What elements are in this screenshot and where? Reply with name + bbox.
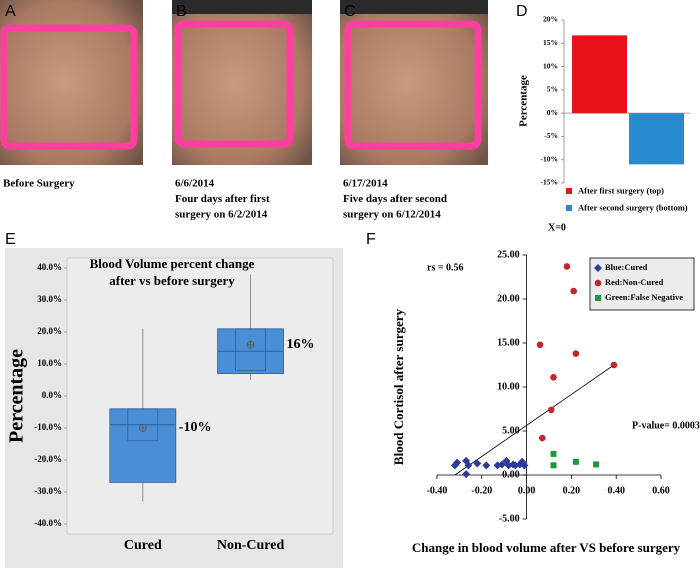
legend-swatch [566, 188, 572, 194]
legend-label: After first surgery (top) [578, 185, 664, 195]
photo-b [172, 0, 312, 165]
point [520, 461, 529, 470]
y-tick-label: -15% [541, 178, 559, 187]
y-tick-label: 0.0% [42, 390, 62, 400]
y-tick-label: 15% [543, 38, 558, 47]
point [610, 361, 618, 369]
point [538, 434, 546, 442]
x-tick-label: -0.40 [427, 485, 448, 496]
y-tick-label: 5% [547, 85, 558, 94]
y-tick-label: 40.0% [37, 262, 62, 272]
x-tick-label: 0.60 [652, 485, 670, 496]
y-tick-label: 0% [547, 108, 558, 117]
y-tick-label: -30.0% [34, 486, 62, 496]
chart-title: after vs before surgery [109, 273, 235, 288]
legend-label: After second surgery (bottom) [578, 202, 688, 212]
point [593, 461, 600, 468]
x-tick-label: 0.40 [607, 485, 625, 496]
y-tick-label: -10% [541, 154, 559, 163]
y-tick-label: 10% [543, 61, 558, 70]
point [536, 341, 544, 349]
box [109, 408, 177, 483]
panel-letter: A [5, 3, 16, 20]
photo-a [0, 0, 143, 165]
mean-marker-cross [139, 424, 147, 432]
legend-swatch [594, 279, 602, 287]
y-tick-label: 10.00 [497, 381, 520, 392]
photo-caption: 6/6/2014 [175, 178, 215, 190]
y-tick-label: 10.0% [37, 358, 62, 368]
legend-swatch [595, 295, 601, 301]
legend-label: Blue:Cured [605, 262, 648, 272]
y-tick-label: 20.0% [37, 326, 62, 336]
legend-swatch [566, 205, 572, 211]
x-tick-label: Non-Cured [217, 538, 285, 553]
ci-box [235, 328, 266, 371]
mean-marker-cross [247, 341, 255, 349]
bar [629, 113, 684, 165]
point [482, 461, 491, 470]
y-tick-label: 30.0% [37, 294, 62, 304]
panel-letter: E [5, 231, 16, 248]
point [473, 459, 482, 468]
annotation: P-value= 0.0003 [632, 420, 700, 431]
photo-caption: Five days after second [343, 193, 447, 205]
point [570, 287, 577, 295]
bar [572, 35, 627, 114]
y-tick-label: 25.00 [497, 249, 520, 260]
photo-caption: surgery on 6/2/2014 [175, 209, 268, 221]
legend-swatch [594, 264, 602, 272]
point [464, 461, 473, 470]
y-tick-label: 0.00 [502, 469, 520, 480]
point [462, 470, 471, 479]
y-tick-label: -10.0% [34, 422, 62, 432]
panel-letter: B [176, 3, 187, 20]
point [572, 350, 580, 357]
y-tick-label: 20.00 [497, 293, 520, 304]
trend-line [454, 364, 615, 476]
point [563, 263, 571, 270]
x-tick-label: 0.20 [563, 485, 581, 496]
panel-letter: F [366, 231, 376, 248]
legend-box [589, 257, 695, 311]
x-tick-label: Cured [124, 538, 162, 553]
mean-label: 16% [287, 337, 315, 352]
photo-caption: surgery on 6/12/2014 [343, 209, 441, 221]
annotation: X=0 [548, 222, 566, 233]
y-tick-label: 5.00 [502, 425, 520, 436]
mean-label: -10% [179, 420, 212, 435]
point [547, 406, 555, 414]
point [453, 458, 462, 467]
panel-letter: C [344, 3, 356, 20]
legend-label: Red:Non-Cured [605, 277, 664, 287]
y-tick-label: 15.00 [497, 337, 520, 348]
x-axis-label: Change in blood volume after VS before s… [412, 540, 681, 555]
annotation: rs = 0.56 [427, 262, 464, 273]
y-axis-label: Blood Cortisol after surgery [391, 308, 406, 465]
legend-label: Green:False Negative [605, 292, 683, 302]
photo-caption: Four days after first [175, 193, 270, 205]
point [550, 462, 557, 469]
panel-letter: D [516, 3, 528, 20]
y-tick-label: 20% [543, 15, 558, 24]
y-tick-label: -5.00 [499, 513, 520, 524]
chart-title: Blood Volume percent change [90, 256, 255, 271]
plot-area [66, 257, 334, 535]
photo-c [340, 0, 488, 165]
y-tick-label: -5% [544, 131, 558, 140]
y-axis-label: Percentage [6, 349, 28, 443]
x-tick-label: -0.20 [471, 485, 492, 496]
point [550, 450, 557, 457]
x-tick-label: 0.00 [518, 485, 536, 496]
point [550, 374, 557, 381]
y-tick-label: -40.0% [34, 518, 62, 528]
y-axis-label: Percentage [518, 75, 530, 127]
y-tick-label: -20.0% [34, 454, 62, 464]
point [572, 458, 579, 465]
photo-caption: 6/17/2014 [343, 178, 388, 190]
photo-caption: Before Surgery [3, 178, 75, 190]
